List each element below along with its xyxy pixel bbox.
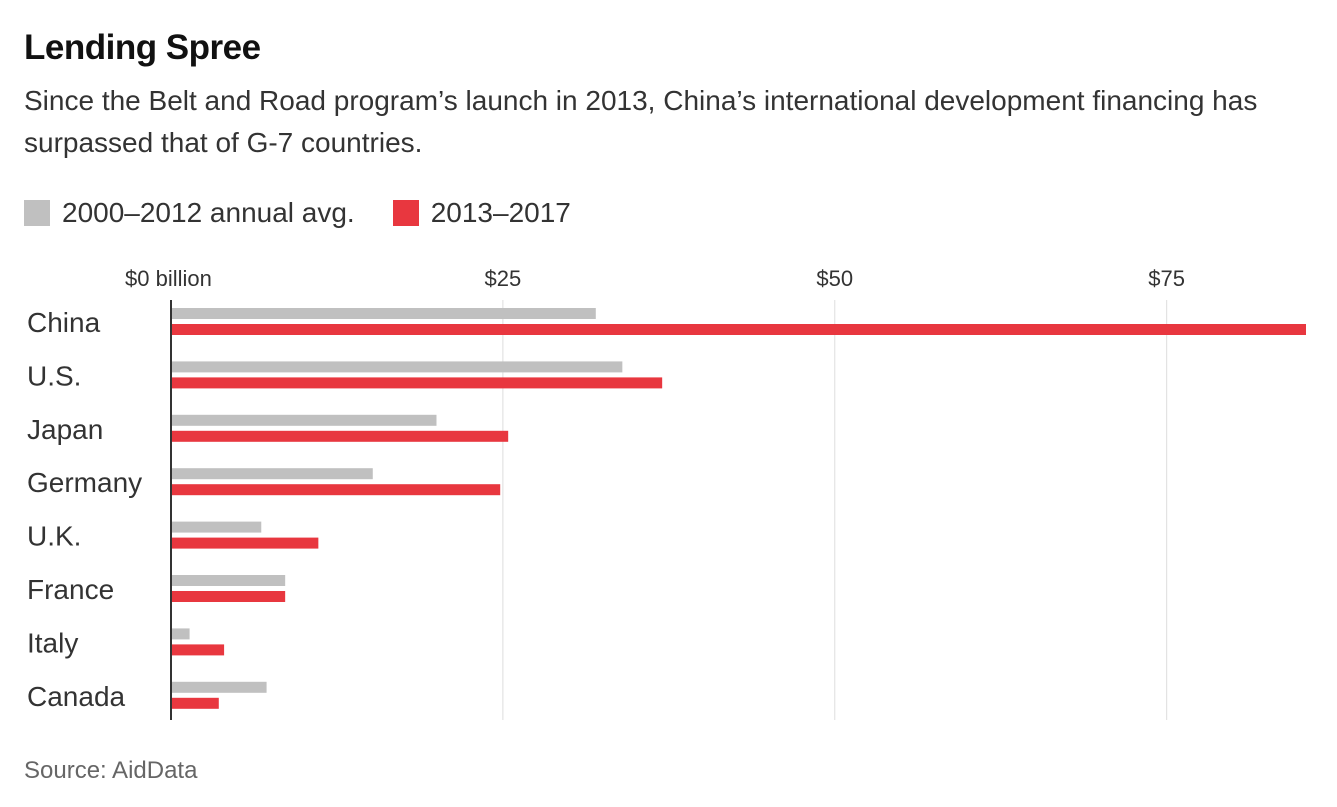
bar — [171, 628, 190, 640]
bar — [171, 591, 286, 602]
x-tick-label: $0 billion — [125, 266, 212, 291]
category-label: Canada — [27, 681, 126, 712]
bar — [171, 414, 437, 426]
legend-item-2013-2017: 2013–2017 — [392, 197, 571, 229]
chart-subtitle: Since the Belt and Road program’s launch… — [24, 85, 1258, 158]
x-tick-label: $75 — [1148, 266, 1185, 291]
category-label: China — [27, 307, 101, 338]
bar — [171, 681, 267, 693]
bar — [171, 484, 501, 496]
legend: 2000–2012 annual avg. 2013–2017 — [24, 197, 609, 229]
bar-chart: $0 billion $25 $50 $75 China U.S. Japan Germany… — [27, 266, 1306, 720]
bar — [171, 575, 286, 586]
bar — [171, 308, 596, 319]
legend-swatch-2000-2012 — [24, 200, 50, 226]
source-note: Source: AidData — [24, 757, 198, 784]
bar — [171, 377, 663, 389]
category-label: Japan — [27, 414, 103, 445]
category-label: Germany — [27, 467, 142, 498]
category-label: U.S. — [27, 360, 81, 391]
bar — [171, 537, 319, 549]
legend-item-2000-2012: 2000–2012 annual avg. — [24, 197, 355, 229]
bar — [171, 521, 262, 533]
x-tick-label: $25 — [485, 266, 522, 291]
bar — [171, 468, 373, 480]
bar — [171, 697, 219, 709]
legend-swatch-2013-2017 — [392, 200, 419, 226]
x-tick-label: $50 — [816, 266, 853, 291]
chart-title: Lending Spree — [24, 28, 261, 67]
bar — [171, 361, 623, 373]
category-label: France — [27, 574, 114, 605]
bar — [171, 324, 1306, 335]
category-label: Italy — [27, 627, 78, 658]
bar — [171, 644, 225, 656]
bar — [171, 430, 509, 442]
legend-label-2000-2012: 2000–2012 annual avg. — [62, 197, 355, 228]
category-label: U.K. — [27, 521, 81, 552]
legend-label-2013-2017: 2013–2017 — [430, 197, 571, 228]
